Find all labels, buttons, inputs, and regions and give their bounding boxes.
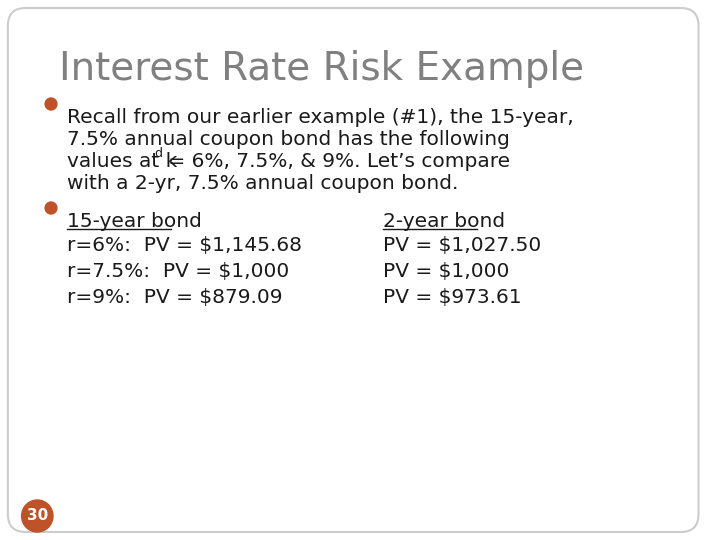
Circle shape	[22, 500, 53, 532]
Text: r=7.5%:  PV = $1,000: r=7.5%: PV = $1,000	[67, 262, 289, 281]
Text: r=6%:  PV = $1,145.68: r=6%: PV = $1,145.68	[67, 236, 302, 255]
Circle shape	[45, 98, 57, 110]
Circle shape	[45, 202, 57, 214]
Text: values at k: values at k	[67, 152, 177, 171]
Text: PV = $1,027.50: PV = $1,027.50	[382, 236, 541, 255]
Text: d: d	[155, 147, 163, 160]
Text: PV = $1,000: PV = $1,000	[382, 262, 509, 281]
FancyBboxPatch shape	[8, 8, 698, 532]
Text: 15-year bond: 15-year bond	[67, 212, 202, 231]
Text: = 6%, 7.5%, & 9%. Let’s compare: = 6%, 7.5%, & 9%. Let’s compare	[162, 152, 510, 171]
Text: Recall from our earlier example (#1), the 15-year,: Recall from our earlier example (#1), th…	[67, 108, 573, 127]
Text: PV = $973.61: PV = $973.61	[382, 288, 521, 307]
Text: 7.5% annual coupon bond has the following: 7.5% annual coupon bond has the followin…	[67, 130, 510, 149]
Text: Interest Rate Risk Example: Interest Rate Risk Example	[59, 50, 584, 88]
Text: 2-year bond: 2-year bond	[382, 212, 505, 231]
Text: 30: 30	[27, 509, 48, 523]
Text: with a 2-yr, 7.5% annual coupon bond.: with a 2-yr, 7.5% annual coupon bond.	[67, 174, 458, 193]
Text: r=9%:  PV = $879.09: r=9%: PV = $879.09	[67, 288, 282, 307]
